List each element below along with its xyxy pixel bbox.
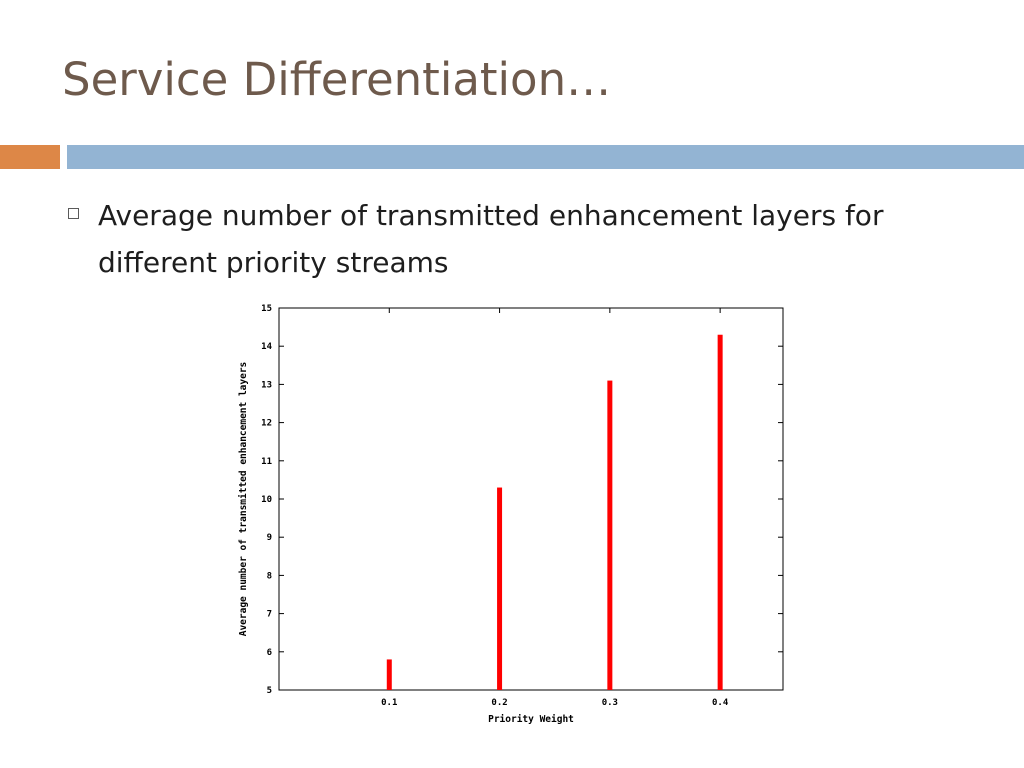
y-tick-label: 12 (261, 419, 272, 429)
bullet-text: Average number of transmitted enhancemen… (98, 199, 884, 279)
y-tick-label: 15 (261, 304, 272, 314)
bullet-square-icon (68, 208, 79, 219)
x-tick-label: 0.4 (712, 698, 729, 708)
y-tick-label: 9 (267, 533, 272, 543)
bar-chart: 5 6 7 8 9 10 11 12 13 14 15 0.1 0.2 0.3 0.4 Priority … (226, 296, 806, 736)
y-tick-label: 13 (261, 380, 272, 390)
y-tick-label: 11 (261, 457, 272, 467)
bar-series (386, 334, 723, 690)
y-tick-label: 10 (261, 495, 272, 505)
x-axis: 0.1 0.2 0.3 0.4 (381, 308, 729, 708)
x-axis-title: Priority Weight (488, 714, 574, 725)
y-tick-label: 8 (267, 571, 272, 581)
bar (386, 659, 392, 690)
y-tick-label: 14 (261, 342, 272, 352)
x-tick-label: 0.3 (602, 698, 618, 708)
x-tick-label: 0.1 (381, 698, 397, 708)
bar (497, 487, 503, 690)
y-axis-title: Average number of transmitted enhancemen… (238, 362, 249, 637)
y-axis: 5 6 7 8 9 10 11 12 13 14 15 (261, 304, 783, 696)
y-tick-label: 5 (267, 686, 272, 696)
x-tick-label: 0.2 (491, 698, 507, 708)
y-tick-label: 7 (267, 610, 272, 620)
accent-bar-orange (0, 145, 60, 169)
accent-bar-blue (67, 145, 1024, 169)
bar (607, 380, 613, 690)
chart-svg: 5 6 7 8 9 10 11 12 13 14 15 0.1 0.2 0.3 0.4 Priority … (238, 304, 784, 725)
slide-title: Service Differentiation… (62, 53, 612, 106)
plot-frame (278, 307, 784, 691)
y-tick-label: 6 (267, 648, 272, 658)
bar (717, 334, 723, 690)
